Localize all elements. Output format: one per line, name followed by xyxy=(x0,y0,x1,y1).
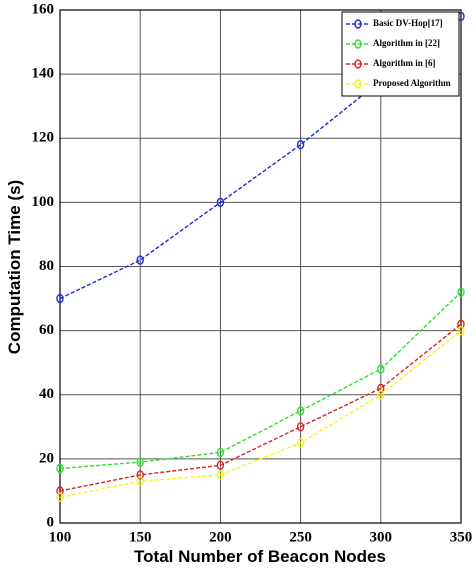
legend-label: Basic DV-Hop[17] xyxy=(373,18,443,28)
legend-marker xyxy=(354,39,362,49)
x-tick-label: 300 xyxy=(370,529,393,545)
y-tick-label: 120 xyxy=(32,130,55,146)
data-point xyxy=(136,470,144,480)
legend-label: Proposed Algorithm xyxy=(373,78,451,88)
data-point xyxy=(457,325,465,336)
data-point xyxy=(216,447,225,458)
y-tick-label: 100 xyxy=(32,194,55,210)
data-point xyxy=(136,255,144,265)
y-tick-label: 140 xyxy=(32,66,55,82)
data-point xyxy=(136,457,144,467)
y-tick-label: 20 xyxy=(39,450,54,466)
x-tick-label: 200 xyxy=(209,529,232,545)
legend-marker xyxy=(354,19,362,29)
y-tick-label: 80 xyxy=(39,258,54,274)
data-point xyxy=(377,390,385,400)
data-point xyxy=(457,287,465,297)
legend: Basic DV-Hop[17] Algorithm in [22] Algorit… xyxy=(341,11,460,97)
data-point xyxy=(377,364,385,374)
data-point xyxy=(296,422,305,432)
plot-frame xyxy=(59,9,462,524)
data-point xyxy=(56,486,64,496)
y-tick-label: 40 xyxy=(39,386,54,402)
series-line xyxy=(59,330,462,499)
x-tick-label: 250 xyxy=(289,529,312,545)
y-axis-label: Computation Time (s) xyxy=(5,180,24,354)
data-point xyxy=(296,406,305,416)
x-tick-label: 150 xyxy=(129,529,152,545)
series-line xyxy=(59,15,462,300)
legend-label: Algorithm in [6] xyxy=(373,58,436,68)
data-point xyxy=(457,319,465,329)
legend-label: Algorithm in [22] xyxy=(373,38,440,48)
x-axis-label: Total Number of Beacon Nodes xyxy=(134,547,386,566)
legend-marker xyxy=(354,59,362,69)
data-point xyxy=(377,383,385,394)
data-point xyxy=(216,460,225,470)
series-line xyxy=(59,291,462,470)
y-tick-label: 60 xyxy=(39,322,54,338)
data-point xyxy=(56,463,64,474)
data-point xyxy=(296,139,305,150)
x-tick-label: 100 xyxy=(49,529,72,545)
y-tick-label: 0 xyxy=(47,514,55,530)
data-point xyxy=(56,492,64,503)
x-tick-label: 350 xyxy=(450,529,473,545)
data-point xyxy=(56,293,64,304)
data-point xyxy=(296,438,305,448)
legend-box xyxy=(341,11,460,97)
y-tick-label: 160 xyxy=(32,1,55,17)
data-point xyxy=(136,476,144,487)
series-line xyxy=(59,323,462,492)
data-point xyxy=(216,197,225,208)
data-point xyxy=(216,470,225,480)
legend-marker xyxy=(354,79,362,89)
